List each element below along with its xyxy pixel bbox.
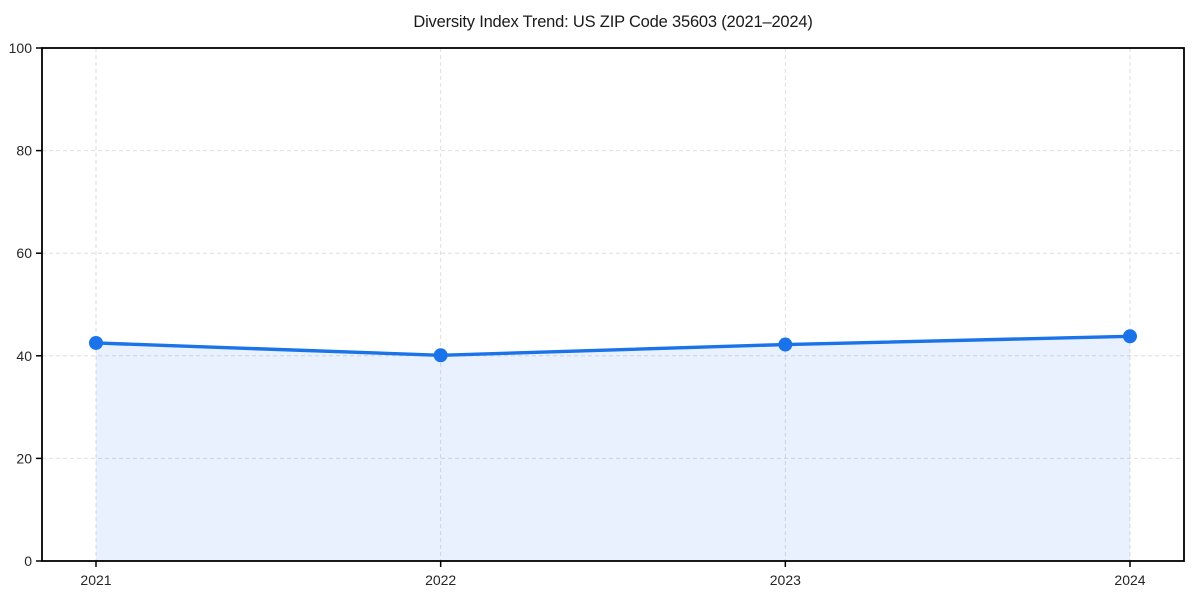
x-tick-label: 2021 <box>80 572 111 588</box>
plot-frame <box>41 47 1185 562</box>
data-point <box>1123 329 1137 344</box>
x-tick-label: 2024 <box>1114 572 1145 588</box>
y-tick-label: 100 <box>9 40 33 56</box>
data-point <box>778 337 793 352</box>
y-tick-label: 80 <box>16 143 32 159</box>
y-tick-label: 0 <box>24 553 32 569</box>
data-point <box>89 335 103 350</box>
trend-line <box>94 334 1132 357</box>
y-tick-label: 20 <box>16 450 32 466</box>
x-tick-label: 2022 <box>425 572 456 588</box>
y-tick-label: 60 <box>16 245 32 261</box>
x-tick-label: 2023 <box>770 572 801 588</box>
data-point <box>433 348 448 363</box>
area-fill <box>96 336 1130 561</box>
y-tick-label: 40 <box>16 348 32 364</box>
chart-title: Diversity Index Trend: US ZIP Code 35603… <box>413 13 813 31</box>
